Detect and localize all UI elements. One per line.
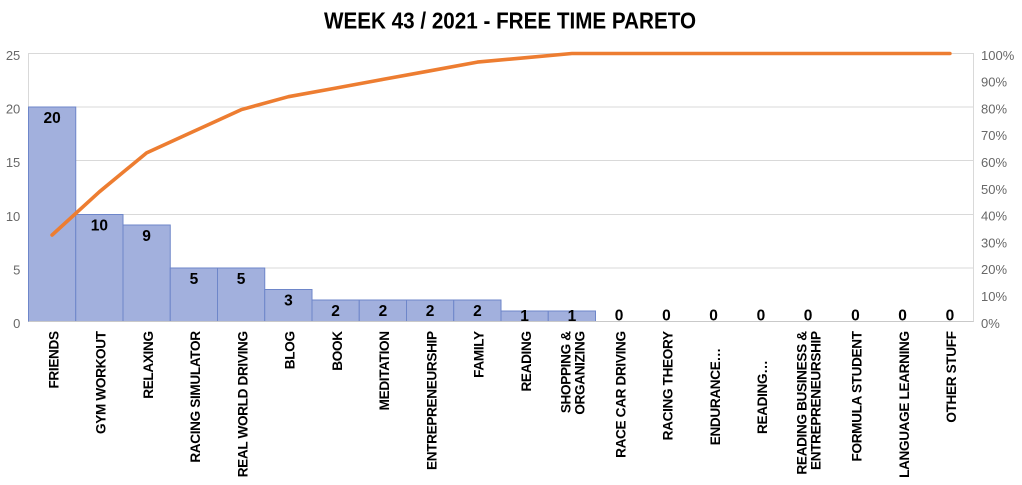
svg-text:15: 15 [6, 155, 20, 170]
svg-text:1: 1 [520, 308, 529, 325]
svg-text:0%: 0% [981, 316, 1000, 331]
svg-text:GYM WORKOUT: GYM WORKOUT [94, 330, 109, 434]
svg-text:20%: 20% [981, 262, 1007, 277]
svg-text:25: 25 [6, 48, 20, 63]
svg-text:BLOG: BLOG [283, 331, 298, 369]
svg-text:10: 10 [6, 209, 20, 224]
svg-text:2: 2 [426, 303, 435, 320]
svg-text:1: 1 [568, 308, 577, 325]
svg-text:20: 20 [6, 101, 20, 116]
svg-text:0: 0 [851, 308, 860, 325]
svg-text:REAL WORLD DRIVING: REAL WORLD DRIVING [235, 331, 250, 477]
svg-text:0: 0 [13, 316, 20, 331]
svg-text:30%: 30% [981, 235, 1007, 250]
svg-text:10%: 10% [981, 289, 1007, 304]
svg-text:9: 9 [142, 228, 151, 245]
svg-text:FAMILY: FAMILY [472, 331, 487, 378]
svg-text:FORMULA STUDENT: FORMULA STUDENT [850, 330, 865, 461]
svg-text:READING: READING [519, 331, 534, 391]
svg-text:60%: 60% [981, 155, 1007, 170]
svg-text:0: 0 [946, 308, 955, 325]
svg-text:0: 0 [898, 308, 907, 325]
svg-text:0: 0 [615, 308, 624, 325]
svg-text:RELAXING: RELAXING [141, 331, 156, 398]
svg-text:WEEK 43 / 2021 - FREE TIME PAR: WEEK 43 / 2021 - FREE TIME PARETO [324, 8, 696, 34]
svg-text:LANGUAGE LEARNING: LANGUAGE LEARNING [897, 331, 912, 478]
svg-text:0: 0 [757, 308, 766, 325]
svg-text:5: 5 [190, 271, 199, 288]
svg-text:ENTREPRENEURSHIP: ENTREPRENEURSHIP [809, 331, 824, 470]
svg-text:5: 5 [13, 262, 20, 277]
svg-text:90%: 90% [981, 75, 1007, 90]
svg-text:BOOK: BOOK [330, 331, 345, 371]
svg-text:MEDITATION: MEDITATION [377, 331, 392, 410]
svg-text:100%: 100% [981, 48, 1015, 63]
svg-text:50%: 50% [981, 182, 1007, 197]
svg-text:FRIENDS: FRIENDS [46, 331, 61, 388]
svg-text:0: 0 [804, 308, 813, 325]
svg-text:2: 2 [331, 303, 340, 320]
svg-text:2: 2 [473, 303, 482, 320]
svg-text:ENTREPRENEURSHIP: ENTREPRENEURSHIP [424, 331, 439, 470]
svg-text:OTHER STUFF: OTHER STUFF [944, 331, 959, 422]
svg-text:20: 20 [43, 110, 60, 127]
svg-text:RACING THEORY: RACING THEORY [661, 331, 676, 440]
svg-text:0: 0 [709, 308, 718, 325]
svg-text:0: 0 [662, 308, 671, 325]
svg-text:ENDURANCE…: ENDURANCE… [708, 348, 723, 445]
svg-text:70%: 70% [981, 128, 1007, 143]
svg-text:10: 10 [91, 217, 108, 234]
svg-text:ORGANIZING: ORGANIZING [572, 331, 587, 414]
svg-text:5: 5 [237, 271, 246, 288]
svg-text:RACING SIMULATOR: RACING SIMULATOR [188, 331, 203, 463]
svg-text:RACE CAR DRIVING: RACE CAR DRIVING [613, 331, 628, 458]
svg-text:80%: 80% [981, 101, 1007, 116]
svg-text:40%: 40% [981, 209, 1007, 224]
svg-text:2: 2 [379, 303, 388, 320]
svg-text:SHOPPING &: SHOPPING & [558, 331, 573, 413]
svg-text:READING…: READING… [755, 361, 770, 434]
svg-text:3: 3 [284, 292, 293, 309]
svg-text:READING BUSINESS &: READING BUSINESS & [795, 331, 810, 475]
